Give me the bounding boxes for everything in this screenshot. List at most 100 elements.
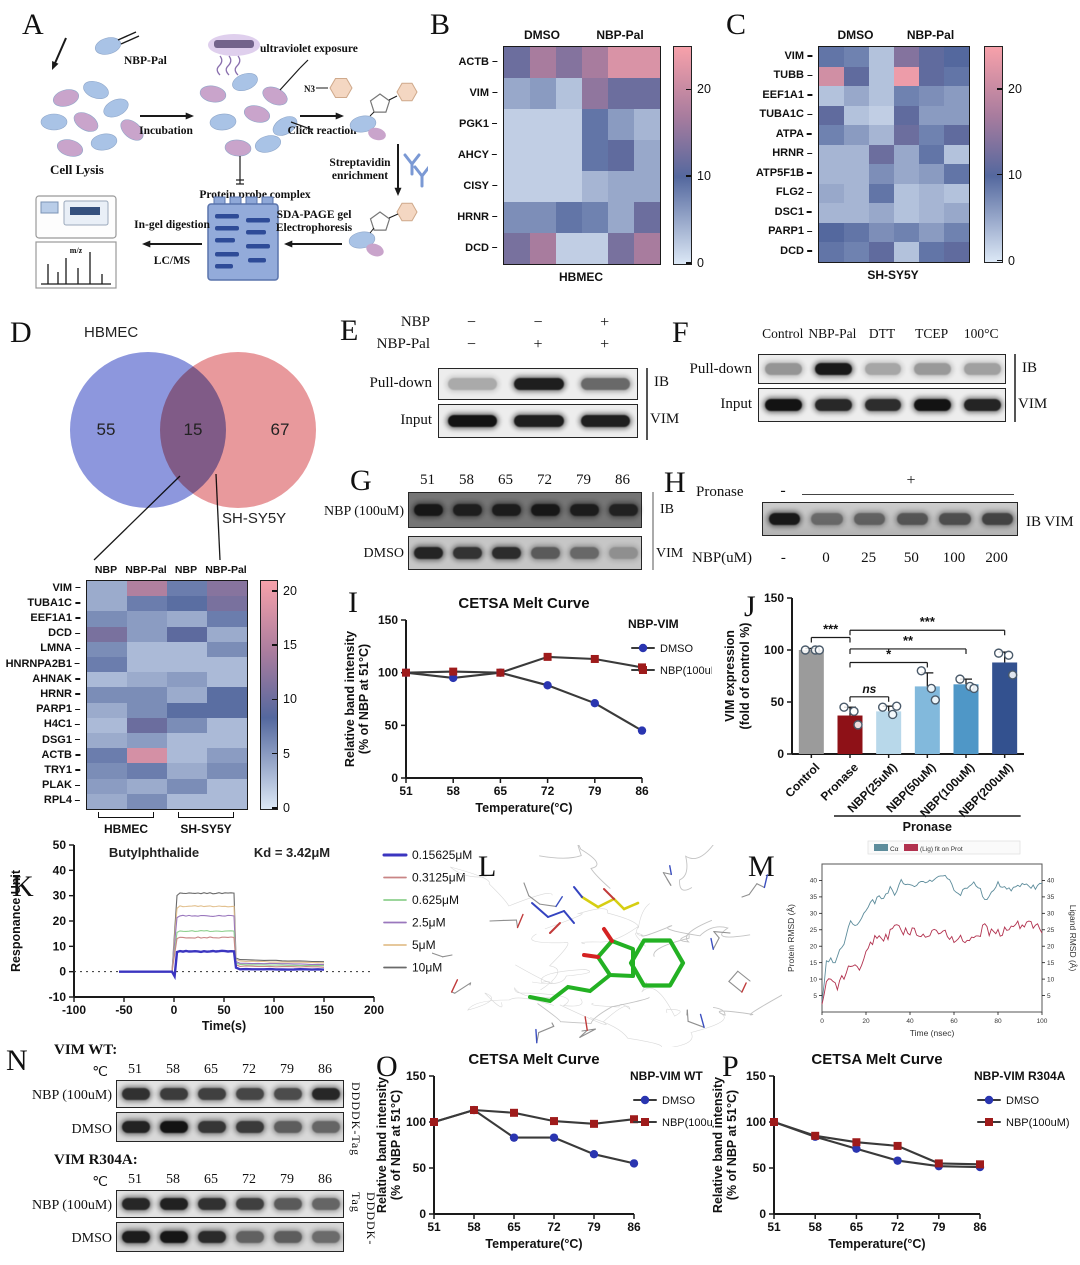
blot-vim-label: VIM — [1018, 396, 1048, 412]
y-tick-label: 0 — [391, 771, 398, 785]
legend-swatch — [874, 844, 888, 851]
heatmap-cell — [207, 641, 247, 657]
heatmap-cell — [894, 222, 919, 242]
marker-circle — [893, 1156, 902, 1165]
heatmap-cell — [944, 222, 969, 242]
heatmap-cell — [530, 47, 556, 78]
protein-blob — [349, 115, 377, 133]
stick — [687, 1020, 705, 1028]
gel-band — [215, 226, 239, 231]
protein-blob — [52, 89, 80, 107]
heatmap-row-label: DSG1 — [42, 734, 80, 746]
gel-band — [215, 214, 239, 219]
label-text: (% of NBP at 51°C) — [389, 1090, 403, 1200]
protein-blob — [243, 105, 271, 123]
protein-blob — [348, 231, 376, 249]
ligand-butyl-tail — [528, 973, 612, 1004]
stick — [713, 930, 720, 939]
stick — [580, 895, 600, 909]
stick — [737, 970, 751, 982]
legend-label: 10μM — [412, 961, 442, 975]
mass-spectrum-box — [35, 241, 117, 289]
blot-row-label: NBP (100uM) — [324, 504, 404, 519]
plus-span-line — [802, 494, 1014, 496]
legend-title: NBP-VIM WT — [630, 1069, 703, 1083]
heatmap-cell — [207, 657, 247, 673]
x-tick-label: 65 — [507, 1220, 521, 1234]
stick — [538, 1025, 555, 1034]
protein-blob — [199, 85, 227, 103]
stick — [523, 882, 530, 897]
heatmap-cell — [530, 202, 556, 233]
stick — [531, 902, 549, 918]
blot-bracket-line — [652, 492, 654, 570]
protein-mesh — [544, 903, 650, 930]
protein-mesh — [641, 925, 751, 938]
heatmap-cell — [869, 105, 894, 125]
y-tick-label: 40 — [53, 863, 67, 877]
protein-band — [570, 504, 599, 516]
legend-title: NBP-VIM — [628, 617, 679, 631]
triazole-ring-icon — [369, 211, 391, 231]
cell-line-label: SH-SY5Y — [180, 822, 232, 836]
label-text: Relative band intensity — [712, 1077, 725, 1213]
stick — [549, 922, 561, 934]
heatmap-cell — [869, 183, 894, 203]
heatmap-cell — [634, 233, 660, 264]
heatmap-cell — [844, 47, 869, 67]
panel-letter-m: M — [748, 850, 775, 883]
bar — [876, 711, 902, 754]
lane-label: 58 — [166, 1172, 180, 1187]
heatmap-cell — [556, 47, 582, 78]
colorbar-tick-label: 5 — [283, 746, 290, 761]
blot-ib-label: IB — [1022, 360, 1037, 376]
y-tick-label: 50 — [385, 718, 399, 732]
blot-row-label: NBP (100uM) — [32, 1198, 112, 1213]
spr-curve — [119, 949, 325, 981]
rmsd-line — [821, 874, 1043, 1002]
ligand-lactone-ring — [596, 939, 635, 978]
protein-blob — [73, 112, 99, 132]
gel-band — [246, 230, 266, 235]
ddddk-tag-label: DDDDK-Tag — [349, 1192, 378, 1246]
colorbar-tick — [997, 259, 1002, 262]
x-axis-label: Temperature(°C) — [475, 801, 572, 815]
heatmap-cell — [894, 125, 919, 145]
lane-label: 51 — [128, 1062, 142, 1077]
heatmap-cell — [894, 164, 919, 184]
y-tick-label: 0 — [59, 965, 66, 979]
spr-curve — [119, 914, 325, 973]
stick — [432, 952, 444, 958]
marker-square — [470, 1106, 478, 1115]
heatmap-cell — [127, 596, 167, 612]
heatmap-cell — [556, 78, 582, 109]
x-axis-label: Temperature(°C) — [828, 1237, 925, 1251]
protein-band — [609, 504, 638, 516]
heatmap-row-label: VIM — [784, 50, 812, 62]
heatmap-cell — [869, 222, 894, 242]
protein-band — [768, 513, 801, 525]
heatmap-row-label: H4C1 — [44, 718, 80, 730]
heatmap-cell — [127, 717, 167, 733]
heatmap-cell — [844, 242, 869, 262]
data-point — [969, 683, 979, 694]
panel-e-pulldown-blot: NBP NBP-Pal Pull-down Input IB VIM − − + − +… — [338, 312, 679, 460]
heatmap-cell — [167, 778, 207, 794]
blot-bracket-line — [1014, 354, 1016, 422]
line — [279, 67, 301, 91]
x-tick-label: 50 — [217, 1003, 231, 1017]
heatmap-cell — [919, 164, 944, 184]
protein-band — [492, 547, 521, 559]
uv-glow — [208, 34, 260, 56]
heatmap-cell — [87, 641, 127, 657]
heatmap-cell — [844, 203, 869, 223]
significance-label: ** — [903, 633, 914, 648]
protein-band — [531, 547, 560, 559]
venn-label-hbmec: HBMEC — [84, 324, 139, 341]
heatmap-cell — [582, 171, 608, 202]
heatmap-cell — [207, 672, 247, 688]
stick — [539, 903, 557, 908]
heatmap-cell — [556, 171, 582, 202]
x-tick-label: 86 — [635, 784, 649, 798]
protein-band — [811, 513, 843, 525]
